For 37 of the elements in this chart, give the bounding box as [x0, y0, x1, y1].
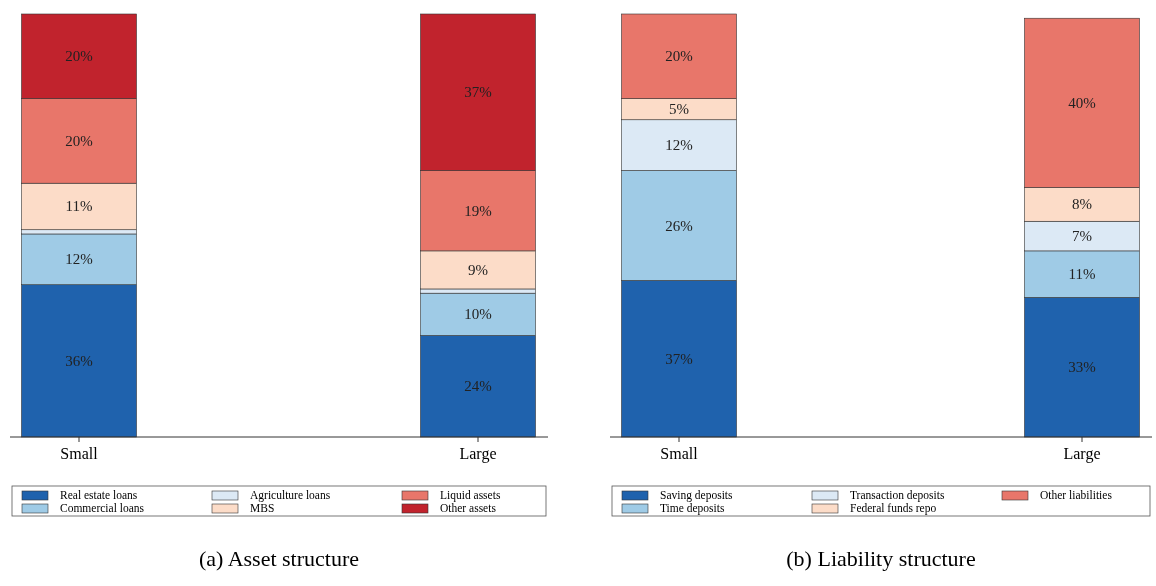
legend-label: Commercial loans	[60, 502, 145, 514]
x-tick-label: Small	[60, 445, 99, 462]
data-label: 37%	[464, 84, 492, 101]
legend-label: Saving deposits	[660, 489, 734, 502]
legend-label: Real estate loans	[60, 489, 138, 501]
legend-label: Agriculture loans	[250, 489, 331, 502]
data-label: 19%	[464, 202, 492, 219]
legend-label: Federal funds repo	[850, 502, 937, 515]
data-label: 9%	[468, 261, 488, 278]
data-label: 7%	[1072, 228, 1092, 245]
text: (a) Asset structure	[198, 546, 360, 571]
legend-label: Transaction deposits	[850, 489, 945, 502]
data-label: 11%	[1068, 266, 1096, 283]
data-label: 33%	[1068, 359, 1096, 376]
x-tick-label: Small	[660, 445, 699, 462]
legend-label: Time deposits	[660, 502, 725, 515]
data-label: 20%	[65, 48, 93, 65]
data-label: 10%	[464, 306, 492, 323]
x-tick-label: Large	[1063, 445, 1101, 463]
data-label: 11%	[65, 198, 93, 215]
text: (b) Liability structure	[786, 546, 976, 571]
data-label: 26%	[665, 217, 693, 234]
data-label: 36%	[65, 352, 93, 369]
x-tick-label: Large	[459, 445, 497, 463]
legend-label: Other liabilities	[1040, 489, 1113, 501]
data-label: 5%	[669, 101, 689, 118]
data-label: 40%	[1068, 94, 1096, 111]
data-label: 37%	[665, 350, 693, 367]
data-label: 24%	[464, 378, 492, 395]
data-label: 12%	[665, 137, 693, 154]
data-label: 12%	[65, 251, 93, 268]
data-label: 20%	[65, 132, 93, 149]
legend-label: MBS	[250, 502, 275, 514]
legend-label: Other assets	[440, 502, 497, 514]
data-label: 20%	[665, 48, 693, 65]
legend-label: Liquid assets	[440, 489, 501, 502]
data-label: 8%	[1072, 196, 1092, 213]
